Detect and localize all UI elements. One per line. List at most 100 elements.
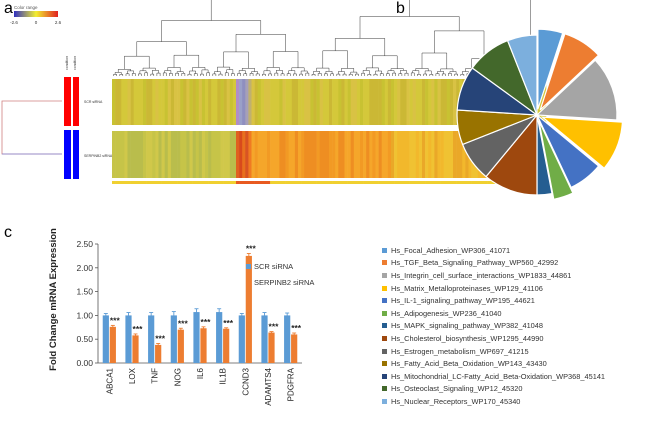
legend-label: Hs_Nuclear_Receptors_WP170_45340 [391,396,521,406]
legend-item: Hs_TGF_Beta_Signaling_Pathway_WP560_4299… [382,257,656,270]
heatmap-cell [319,181,324,184]
bar [177,329,184,363]
heatmap-cell [539,79,544,125]
heatmap-cell [242,181,246,184]
heatmap-cell [335,79,339,125]
heatmap-cell [201,181,206,184]
panel-b-label: b [396,0,405,17]
heatmap-cell [369,181,373,184]
heatmap-cell [415,79,420,125]
heatmap-cell [152,131,156,178]
legend-label: Hs_Osteoclast_Signaling_WP12_45320 [391,384,523,394]
heatmap-cell [412,131,417,178]
legend-swatch [382,373,387,379]
heatmap-cell [267,79,271,125]
y-tick-label: 1.50 [76,287,93,297]
heatmap-cell [245,181,249,184]
heatmap-cell [263,181,268,184]
heatmap-cell [459,131,463,178]
heatmap-cell [446,79,451,125]
heatmap-cell [322,181,327,184]
heatmap-cell [332,79,336,125]
heatmap-cell [282,181,286,184]
heatmap-cell [155,79,159,125]
heatmap-cell [440,79,444,125]
heatmap-cell [456,181,460,184]
heatmap-cell [276,181,280,184]
heatmap-cell [211,79,215,125]
heatmap-cell [186,79,190,125]
bar [245,255,252,363]
heatmap-cell [198,131,203,178]
legend-swatch [382,310,387,316]
heatmap-cell [232,181,237,184]
heatmap-cell [378,131,382,178]
heatmap-cell [403,181,407,184]
heatmap-cell [307,79,311,125]
heatmap-cell [360,131,364,178]
heatmap-cell [115,131,119,178]
heatmap-cell [232,131,237,178]
heatmap-cell [347,181,351,184]
heatmap-cell [338,131,342,178]
heatmap-cell [440,181,444,184]
heatmap-cell [248,131,252,178]
legend-item: Hs_Matrix_Metalloproteinases_WP129_41106 [382,282,656,295]
heatmap-cell [152,181,156,184]
heatmap-cell [332,131,336,178]
heatmap-cell [288,131,293,178]
heatmap-cell [239,131,243,178]
heatmap-cell [130,79,134,125]
x-tick-label: ADAMTS4 [264,367,273,405]
heatmap-cell [462,131,466,178]
heatmap-cell [329,79,333,125]
heatmap-cell [226,79,231,125]
bar [132,335,139,363]
legend-item: Hs_Nuclear_Receptors_WP170_45340 [382,395,656,408]
heatmap-cell [273,131,277,178]
group-bar-serpinb2-2 [73,130,79,179]
heatmap-cell [341,79,345,125]
heatmap-cell [344,181,348,184]
heatmap-cell [270,131,274,178]
heatmap-cell [431,181,435,184]
heatmap-cell [294,181,299,184]
heatmap-cell [409,79,413,125]
legend-item: Hs_Integrin_cell_surface_interactions_WP… [382,269,656,282]
heatmap-cell [112,131,116,178]
heatmap-cell [211,131,215,178]
heatmap-cell [130,131,134,178]
heatmap-cell [254,131,258,178]
heatmap-cell [170,131,175,178]
heatmap-cell [236,181,240,184]
heatmap-cell [316,79,320,125]
heatmap-cell [329,181,333,184]
heatmap-cell [260,79,265,125]
heatmap-cell [155,181,159,184]
heatmap-cell [242,79,246,125]
heatmap-cell [322,79,327,125]
group-bar-serpinb2 [64,130,71,179]
heatmap-cell [186,131,190,178]
legend-swatch [382,285,387,291]
heatmap-cell [304,131,308,178]
pie-slice [536,114,600,189]
heatmap-cell [422,181,426,184]
heatmap-cell [301,79,305,125]
heatmap-cell [313,79,317,125]
heatmap-cell [189,131,193,178]
group-bar-scr [64,77,71,126]
heatmap-cell [232,79,237,125]
heatmap-cell [298,181,302,184]
heatmap-cell [322,131,327,178]
heatmap-cell [291,181,296,184]
heatmap-cell [341,181,345,184]
bar [155,344,162,363]
heatmap-cell [211,181,215,184]
heatmap-cell [412,181,417,184]
heatmap-cell [347,131,351,178]
heatmap-cell [335,181,339,184]
legend-swatch [382,348,387,354]
heatmap-cell [307,181,311,184]
heatmap-cell [428,131,432,178]
